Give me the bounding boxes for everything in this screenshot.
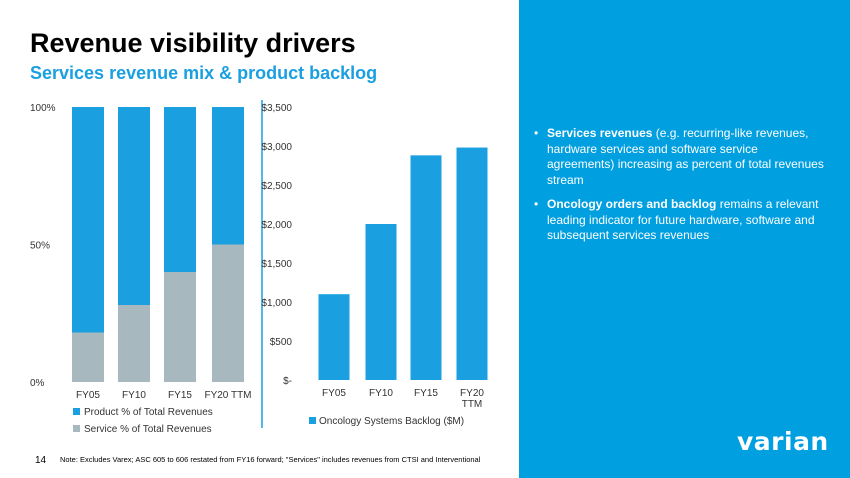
- bar-backlog-fy10: [365, 224, 397, 380]
- x-tick-label: FY15: [414, 388, 438, 399]
- page-title: Revenue visibility drivers: [30, 28, 356, 58]
- x-tick-label: TTM: [462, 399, 483, 410]
- x-tick-label: FY10: [369, 388, 393, 399]
- bar-backlog-fy15: [410, 155, 442, 380]
- legend-swatch-backlog: [309, 417, 316, 424]
- footnote: Note: Excludes Varex; ASC 605 to 606 res…: [60, 455, 481, 464]
- x-tick-label: FY20: [460, 388, 484, 399]
- bar-service-fy05: [72, 332, 104, 382]
- bar-product-fy15: [164, 107, 196, 272]
- bar-service-fy15: [164, 272, 196, 382]
- y-tick-label-usd: $1,500: [261, 259, 292, 270]
- legend-swatch-product: [73, 408, 80, 415]
- y-tick-label-usd: $2,000: [261, 220, 292, 231]
- legend-label-backlog: Oncology Systems Backlog ($M): [319, 416, 464, 427]
- x-tick-label: FY15: [168, 390, 192, 401]
- bar-service-fy10: [118, 305, 150, 382]
- bullet-text: (e.g. recurring-like revenues, hardware …: [547, 126, 824, 187]
- bar-product-fy20-ttm: [212, 107, 244, 245]
- bullet-services: • Services revenues (e.g. recurring-like…: [533, 126, 825, 188]
- bar-product-fy05: [72, 107, 104, 333]
- bar-backlog-fy20-ttm: [456, 147, 488, 380]
- page-number: 14: [35, 455, 47, 466]
- y-tick-label-pct: 100%: [30, 103, 56, 114]
- varian-logo: varian: [737, 427, 829, 456]
- bullet-bold: Oncology orders and backlog: [547, 197, 717, 211]
- bar-product-fy10: [118, 107, 150, 305]
- bullet-backlog: • Oncology orders and backlog remains a …: [533, 197, 825, 244]
- y-tick-label-pct: 50%: [30, 241, 50, 252]
- bullet-dot: •: [534, 126, 539, 140]
- bullet-list: • Services revenues (e.g. recurring-like…: [533, 126, 825, 253]
- page-subtitle: Services revenue mix & product backlog: [30, 63, 378, 83]
- x-tick-label: FY05: [322, 388, 346, 399]
- legend-label-service: Service % of Total Revenues: [84, 424, 212, 435]
- bar-service-fy20-ttm: [212, 244, 244, 382]
- y-tick-label-usd: $2,500: [261, 181, 292, 192]
- y-tick-label-usd: $3,000: [261, 142, 292, 153]
- y-tick-label-usd: $3,500: [261, 103, 292, 114]
- legend-swatch-service: [73, 425, 80, 432]
- bar-backlog-fy05: [318, 294, 350, 380]
- charts-area: 0% 50% 100% FY05 FY10 FY15 FY20 TTM Product % o…: [30, 100, 488, 435]
- y-tick-label-usd: $500: [270, 337, 293, 348]
- bullet-dot: •: [534, 197, 539, 211]
- y-tick-label-usd: $1,000: [261, 298, 292, 309]
- y-tick-label-pct: 0%: [30, 378, 45, 389]
- y-tick-label-usd: $-: [283, 376, 292, 387]
- x-tick-label: FY10: [122, 390, 146, 401]
- x-tick-label: FY05: [76, 390, 100, 401]
- info-panel: • Services revenues (e.g. recurring-like…: [519, 0, 850, 478]
- legend-label-product: Product % of Total Revenues: [84, 407, 213, 418]
- bullet-bold: Services revenues: [547, 126, 653, 140]
- bullet-text: remains a relevant leading indicator for…: [547, 197, 819, 242]
- x-tick-label: FY20 TTM: [204, 390, 251, 401]
